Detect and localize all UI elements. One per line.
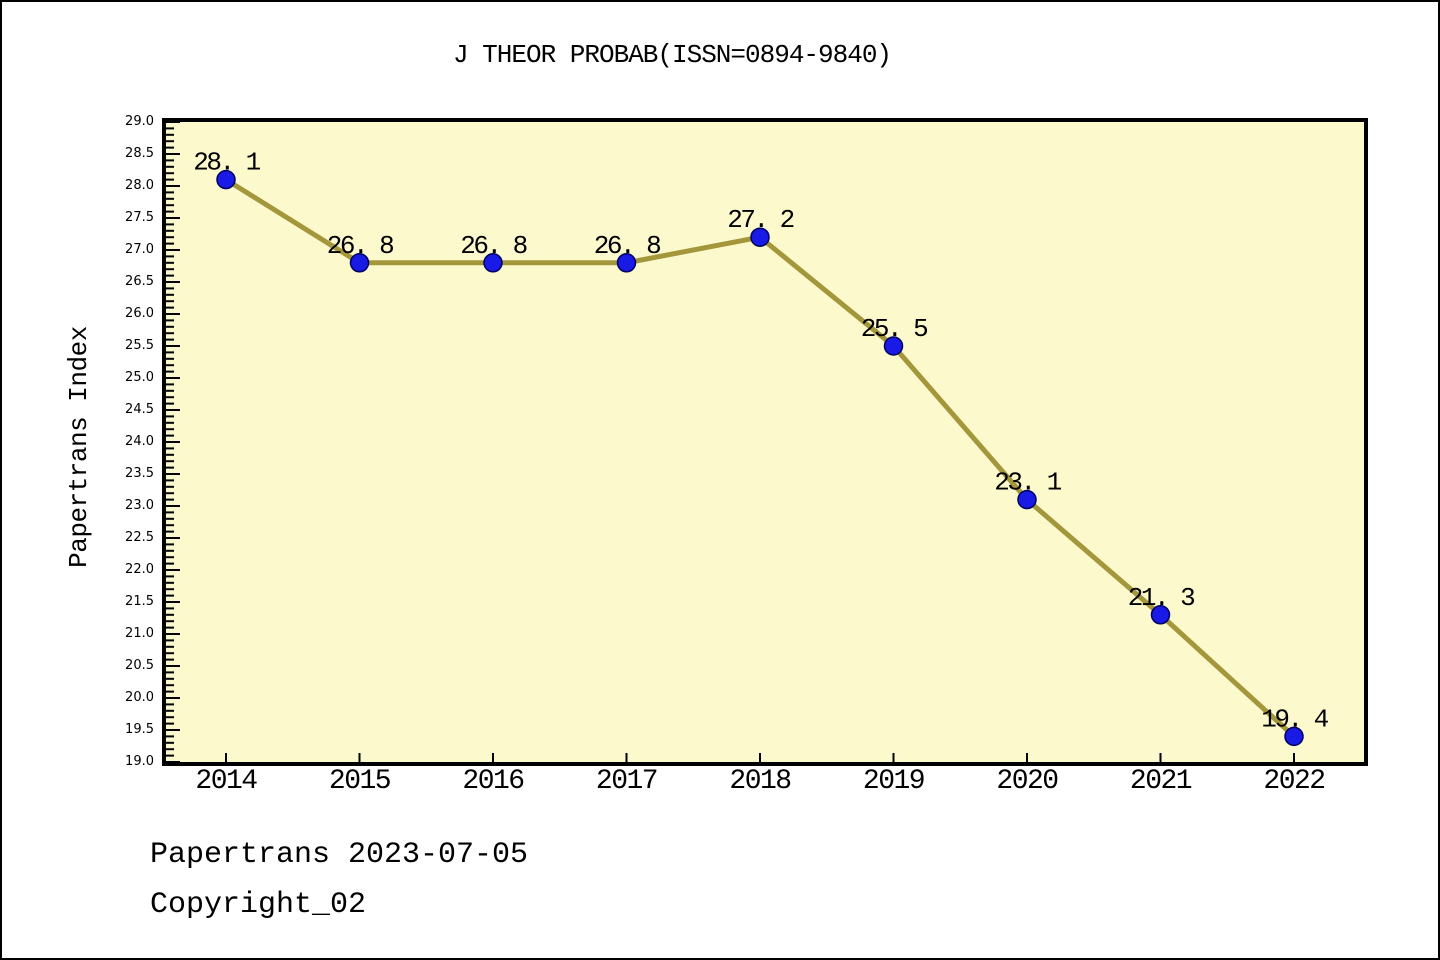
data-point: [1284, 726, 1304, 747]
y-tick-label: 23.5: [125, 466, 154, 481]
footer-source-date: Papertrans 2023-07-05: [150, 838, 529, 872]
x-tick-label: 2016: [462, 766, 525, 797]
data-point: [349, 253, 370, 273]
data-point: [483, 253, 503, 273]
y-tick-label: 24.5: [125, 402, 154, 417]
x-tick-label: 2021: [1129, 766, 1193, 797]
y-tick-label: 20.0: [125, 690, 154, 705]
data-point: [216, 169, 236, 190]
point-label: 21. 3: [1128, 583, 1194, 613]
data-point: [616, 253, 637, 273]
point-label: 28. 1: [193, 148, 260, 178]
point-label: 23. 1: [994, 468, 1061, 498]
y-tick-label: 25.5: [125, 338, 154, 353]
y-tick-label: 26.5: [125, 274, 154, 289]
footer-copyright: Copyright_02: [150, 888, 367, 922]
y-tick-label: 24.0: [125, 434, 154, 449]
y-tick-label: 28.5: [125, 146, 154, 161]
x-tick-label: 2019: [862, 766, 926, 797]
y-tick-label: 21.0: [125, 626, 154, 641]
point-label: 26. 8: [460, 231, 526, 261]
y-tick-label: 27.5: [125, 210, 154, 225]
y-tick-label: 28.0: [125, 178, 154, 193]
x-tick-label: 2022: [1263, 766, 1326, 797]
y-axis-ticks: [166, 122, 180, 762]
series-line: [224, 177, 1296, 739]
plot-area: 28. 1 26. 8 26. 8 26. 8 27. 2 25. 5 23. 1 21. 3…: [162, 118, 1368, 766]
point-label: 26. 8: [594, 231, 660, 261]
y-tick-label: 19.0: [125, 754, 154, 769]
y-tick-label: 22.5: [125, 530, 154, 545]
point-label: 25. 5: [861, 314, 927, 344]
x-tick-label: 2018: [729, 766, 792, 797]
point-label: 19. 4: [1261, 704, 1328, 734]
y-tick-label: 27.0: [125, 242, 154, 257]
data-point: [1017, 489, 1037, 510]
y-tick-label: 19.5: [125, 722, 154, 737]
point-labels: 28. 1 26. 8 26. 8 26. 8 27. 2 25. 5 23. 1 21. 3…: [193, 148, 1331, 735]
y-tick-label: 21.5: [125, 594, 154, 609]
y-tick-label: 26.0: [125, 306, 154, 321]
point-label: 27. 2: [727, 205, 793, 235]
x-tick-label: 2014: [195, 766, 258, 797]
y-tick-label: 22.0: [125, 562, 154, 577]
data-point: [750, 227, 770, 247]
x-tick-label: 2017: [595, 766, 659, 797]
x-axis-ticks: [225, 753, 1295, 762]
y-tick-label: 23.0: [125, 498, 154, 513]
x-tick-label: 2015: [328, 766, 392, 797]
data-point: [883, 336, 904, 356]
point-label: 26. 8: [327, 231, 393, 261]
y-tick-label: 20.5: [125, 658, 154, 673]
series-markers: [216, 169, 1304, 747]
y-tick-label: 29.0: [125, 114, 154, 129]
chart-title: J THEOR PROBAB(ISSN=0894-9840): [452, 40, 892, 70]
data-point: [1150, 605, 1171, 625]
x-tick-label: 2020: [996, 766, 1059, 797]
y-tick-label: 25.0: [125, 370, 154, 385]
chart-canvas: 28. 1 26. 8 26. 8 26. 8 27. 2 25. 5 23. 1 21. 3…: [166, 122, 1331, 762]
